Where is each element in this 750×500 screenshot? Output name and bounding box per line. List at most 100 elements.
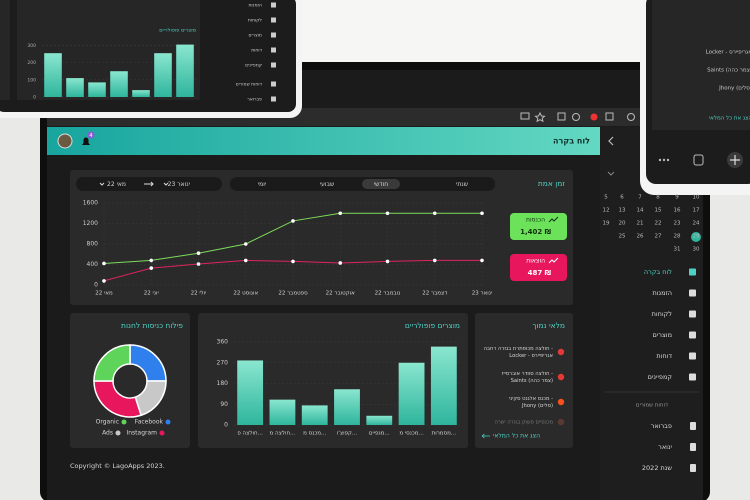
x-tick-label: אוקטובר 22 [326,291,355,297]
calendar-day: 5 [604,195,608,201]
calendar-day: 17 [693,208,700,214]
y-tick-label: 90 [220,401,228,408]
legend-label: Ads [102,430,113,437]
kpi-icon [548,216,559,223]
calendar-day: 14 [637,208,644,214]
realtime-panel [70,170,573,305]
panel-title: מוצרים פופולריים [405,321,460,330]
legend-dot [159,430,165,436]
y-tick-label: 300 [27,43,36,49]
bar [66,78,84,97]
stock-link[interactable]: הצג את כל המלאי [493,433,540,440]
phone-line: Jhony (סלים) [718,85,750,92]
y-tick-label: 200 [27,60,36,66]
calendar-day: 15 [655,208,662,214]
phone-panel [652,0,750,130]
kpi-icon [548,257,559,264]
tablet-panel [0,0,10,100]
bar [301,405,328,425]
point [149,266,154,270]
nav-icon [689,331,696,339]
x-tick-label: ספטמבר 22 [278,291,308,297]
point [480,211,484,216]
x-tick-label: יולי 22 [191,290,207,297]
point [385,211,390,216]
panel-title: זמן אמת [538,179,566,188]
kpi-value: 1,402 ₪ [520,228,552,236]
report-icon [690,443,696,451]
link-arrow [481,433,490,439]
saved-report[interactable]: שנת 2022 [642,464,672,472]
calendar-day: 16 [674,208,681,214]
x-tick-label: מסמרות... [432,431,457,437]
tablet-nav-icon [271,62,276,68]
calendar-day: 27 [655,234,662,240]
tab[interactable]: חודשי [374,181,389,188]
calendar-day: 29 [693,234,700,240]
calendar-day: 24 [693,221,700,227]
stock-item: חולצה סוודר אוברסייז - [502,371,553,377]
y-tick-label: 180 [217,380,229,387]
report-icon [690,464,696,472]
tablet-nav-item: מוצרים [249,34,263,39]
phone-line: Locker - אגריפיירס [706,50,750,56]
point [102,261,106,266]
x-tick-label: אוגוסט 22 [233,291,258,297]
tablet-nav-item: דוחות שמורים [236,83,263,88]
tab[interactable]: שנתי [456,181,468,188]
kpi-label: הוצאות [526,258,545,265]
tablet-nav-icon [271,17,276,23]
panel-title: פילוח כניסות לחנות [121,321,183,330]
stock-item: חולצה מכופתרת בגזרה רחבה - [484,346,553,352]
report-icon [690,422,696,430]
x-tick-label: חולצה פ... [237,430,263,437]
bar [334,389,360,425]
nav-item[interactable]: מוצרים [653,331,672,339]
phone-link[interactable]: הצג את כל המלאי [709,115,750,122]
nav-icon [689,352,696,360]
x-tick-label: מאי 22 [95,291,113,297]
nav-section: דוחות שמורים [636,403,668,409]
tablet-nav-item: דוחות [251,49,262,54]
tab[interactable]: שבועי [320,181,334,188]
y-tick-label: 0 [94,282,98,289]
stock-panel [475,313,573,448]
tab[interactable]: יומי [258,181,266,188]
header-title: לוח בקרה [553,137,590,146]
tablet-nav-icon [271,2,276,8]
x-tick-label: מכנסי מ... [399,431,424,437]
browser-icons [520,111,635,123]
bar [132,90,150,97]
nav-item[interactable]: לוח בקרה [644,268,672,276]
phone-toolbar[interactable] [658,152,743,168]
nav-item[interactable]: הזמנות [652,289,672,297]
x-tick-label: חולצה מ... [270,430,296,437]
nav-item[interactable]: קמפיינים [648,373,673,381]
nav-item[interactable]: לקוחות [652,310,673,318]
bar [430,346,457,425]
y-tick-label: 800 [87,241,99,248]
point [291,259,295,264]
tablet-nav-item: לקוחות [248,19,263,24]
stock-item: Jhony (סלים) [521,403,553,409]
bell-icon[interactable] [82,137,90,146]
x-tick-label: ינואר 23 [472,291,492,297]
avatar[interactable] [57,133,73,149]
y-tick-label: 270 [217,359,229,366]
saved-report[interactable]: ינואר [658,443,672,451]
bar [44,53,62,97]
calendar-day: 26 [637,234,644,240]
collapse-icon[interactable] [608,136,614,146]
tablet-nav-icon [271,96,276,102]
stock-icon [557,418,565,426]
point [102,279,106,283]
stock-icon [557,398,565,406]
saved-report[interactable]: פברואר [651,422,672,430]
y-tick-label: 400 [87,261,99,268]
nav-item[interactable]: דוחות [656,352,672,360]
tablet-nav-icon [271,81,276,87]
y-tick-label: 1600 [83,200,98,207]
nav-icon [689,268,696,276]
x-tick-label: דצמבר 22 [422,291,447,297]
